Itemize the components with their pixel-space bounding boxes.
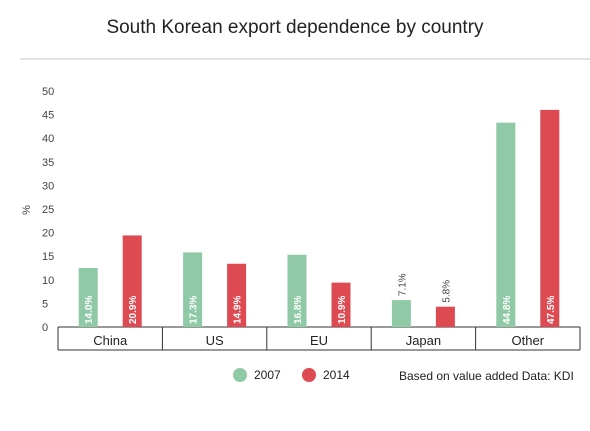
legend-item-2007: 2007 bbox=[233, 368, 281, 382]
y-tick-label: 20 bbox=[42, 228, 54, 240]
bar bbox=[496, 122, 516, 328]
bar bbox=[331, 282, 351, 327]
category-label: US bbox=[206, 333, 224, 348]
y-tick-label: 50 bbox=[42, 86, 54, 98]
bar bbox=[540, 109, 560, 327]
legend-item-2014: 2014 bbox=[302, 368, 350, 382]
bar bbox=[287, 254, 307, 327]
bar-value-label: 7.1% bbox=[397, 273, 408, 296]
source-note: Based on value added Data: KDI bbox=[399, 369, 574, 383]
bar-value-label: 5.8% bbox=[441, 280, 452, 303]
legend-label-2007: 2007 bbox=[254, 368, 281, 382]
bar bbox=[122, 235, 142, 327]
bar-value-label: 14.9% bbox=[233, 296, 244, 324]
bar-value-label: 14.0% bbox=[84, 296, 95, 324]
bar-value-label: 10.9% bbox=[337, 296, 348, 324]
y-axis-label: % bbox=[21, 205, 33, 215]
bar bbox=[391, 300, 411, 327]
legend-swatch-2014 bbox=[302, 368, 316, 382]
bar bbox=[183, 252, 203, 327]
y-tick-label: 10 bbox=[42, 275, 54, 287]
bar-value-label: 47.5% bbox=[546, 296, 557, 324]
category-label: Other bbox=[512, 333, 545, 348]
y-tick-label: 35 bbox=[42, 157, 54, 169]
bar-value-label: 44.8% bbox=[502, 296, 513, 324]
y-tick-label: 40 bbox=[42, 133, 54, 145]
chart-title: South Korean export dependence by countr… bbox=[106, 17, 484, 38]
y-tick-label: 0 bbox=[42, 322, 48, 334]
y-tick-label: 25 bbox=[42, 204, 54, 216]
y-tick-label: 5 bbox=[42, 298, 48, 310]
category-label: China bbox=[93, 333, 128, 348]
y-tick-label: 45 bbox=[42, 110, 54, 122]
bar-value-label: 17.3% bbox=[189, 296, 200, 324]
bar bbox=[435, 306, 455, 327]
y-tick-label: 30 bbox=[42, 180, 54, 192]
legend-swatch-2007 bbox=[233, 368, 247, 382]
category-label: Japan bbox=[406, 333, 441, 348]
top-divider bbox=[20, 58, 590, 60]
y-tick-label: 15 bbox=[42, 251, 54, 263]
bar-value-label: 20.9% bbox=[128, 296, 139, 324]
legend-label-2014: 2014 bbox=[323, 368, 350, 382]
category-label: EU bbox=[310, 333, 328, 348]
bar bbox=[78, 268, 98, 327]
bar-value-label: 16.8% bbox=[293, 296, 304, 324]
bar bbox=[227, 263, 247, 327]
